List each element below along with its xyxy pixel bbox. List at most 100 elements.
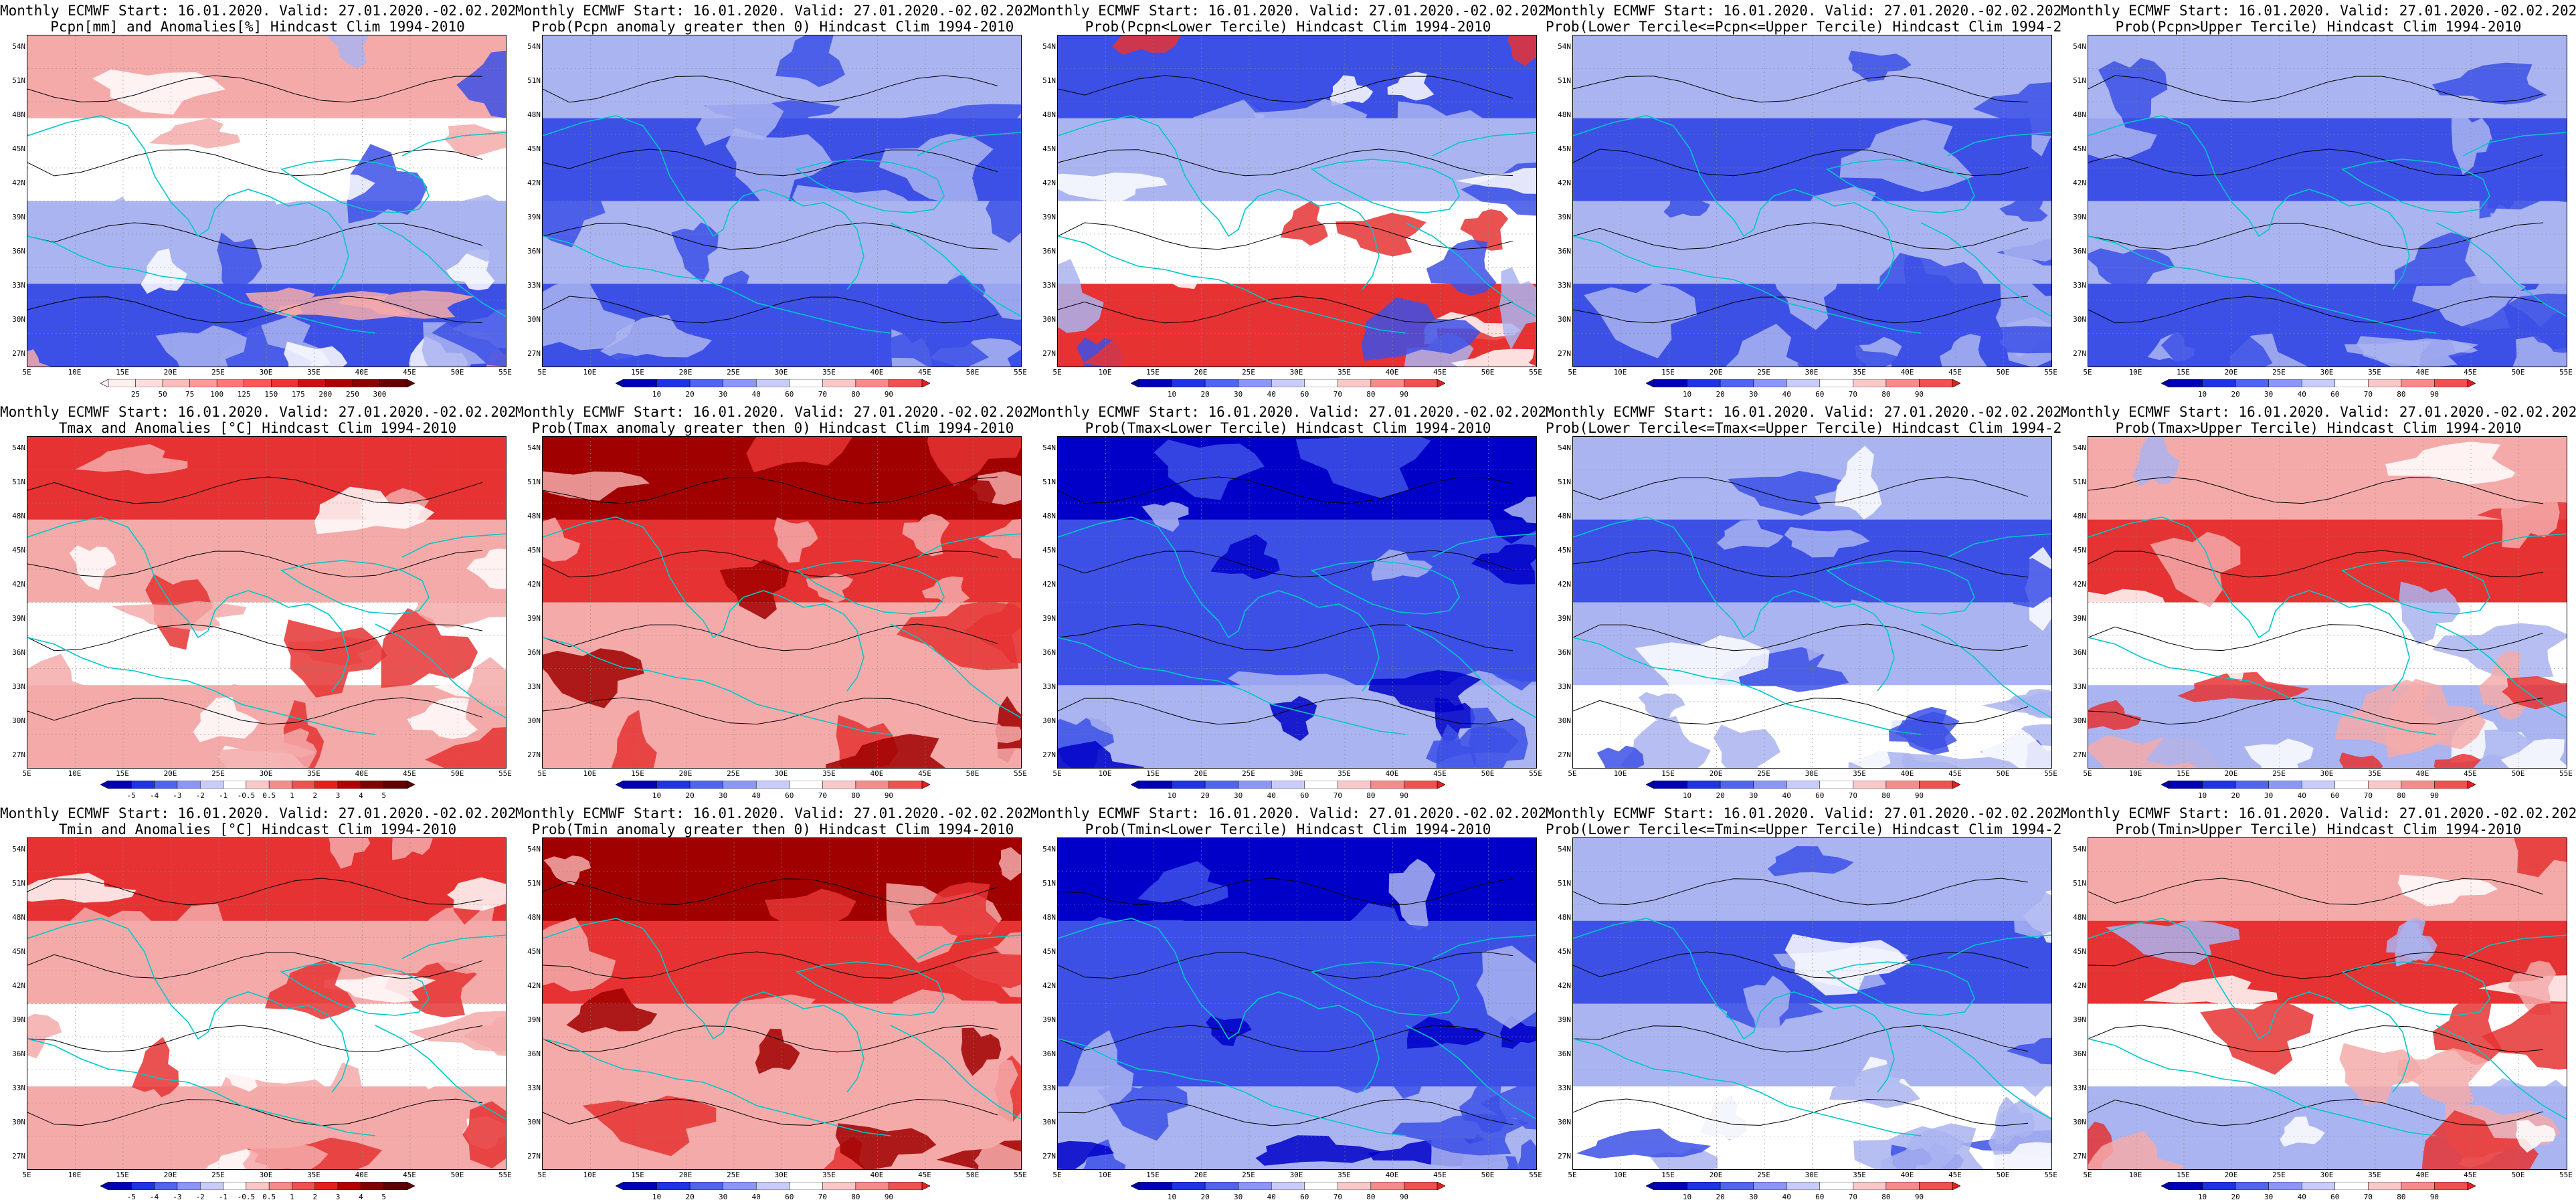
- longitude-label: 45E: [403, 368, 416, 377]
- colorbar-segment: [656, 379, 691, 387]
- coastline: [1311, 159, 1460, 213]
- coastline: [1058, 516, 1380, 692]
- shaded-anomaly-region: [2490, 213, 2549, 245]
- longitude-label: 25E: [1242, 769, 1255, 778]
- shaded-anomaly-region: [746, 437, 852, 473]
- shaded-anomaly-region: [432, 300, 506, 367]
- latitude-label: 30N: [1558, 1118, 1571, 1126]
- latitude-label: 51N: [12, 478, 25, 486]
- coastline: [796, 961, 945, 1016]
- panel-title: Monthly ECMWF Start: 16.01.2020. Valid: …: [1030, 805, 1546, 837]
- coastline: [1826, 560, 1975, 615]
- longitude-label: 15E: [2177, 1171, 2190, 1179]
- forecast-map-svg: [1573, 838, 2051, 1169]
- latitude-label: 33N: [527, 1084, 541, 1092]
- shaded-anomaly-region: [425, 727, 506, 768]
- coastline: [1573, 115, 1895, 290]
- colorbar-arrow-left: [1131, 1182, 1139, 1190]
- map-panel: Monthly ECMWF Start: 16.01.2020. Valid: …: [2061, 803, 2576, 1204]
- coastline: [543, 637, 891, 735]
- colorbar-segment: [2434, 379, 2468, 387]
- colorbar-tick-label: 30: [1749, 390, 1758, 399]
- forecast-map-svg: [1058, 437, 1536, 768]
- latitude-label: 51N: [12, 76, 25, 85]
- contour-line: [27, 550, 483, 578]
- shaded-anomaly-region: [921, 576, 970, 605]
- colorbar-tick-label: 5: [381, 791, 386, 800]
- shaded-anomaly-region: [1620, 716, 1711, 768]
- shaded-anomaly-region: [2177, 672, 2310, 702]
- shaded-anomaly-region: [784, 225, 848, 272]
- shaded-anomaly-region: [1767, 846, 1854, 877]
- shaded-anomaly-region: [466, 657, 506, 724]
- coastline: [2088, 115, 2410, 290]
- longitude-label: 20E: [678, 368, 693, 377]
- longitude-label: 10E: [583, 368, 597, 377]
- shaded-anomaly-region: [806, 573, 854, 603]
- shaded-anomaly-region: [69, 545, 117, 591]
- shaded-anomaly-region: [1675, 1085, 1786, 1146]
- longitude-label: 25E: [727, 769, 740, 778]
- shaded-anomaly-region: [755, 1029, 800, 1074]
- shaded-anomaly-region: [1784, 526, 1870, 558]
- colorbar-tick-label: 150: [264, 390, 278, 399]
- longitude-label: 15E: [116, 368, 129, 377]
- colorbar-segment: [755, 1182, 790, 1190]
- longitude-label: 40E: [1900, 769, 1914, 778]
- colorbar-segment: [2235, 781, 2269, 789]
- latitude-label: 48N: [1042, 110, 1056, 119]
- shaded-anomaly-region: [1388, 858, 1436, 931]
- shaded-anomaly-region: [2143, 975, 2278, 1006]
- shaded-anomaly-region: [2280, 1116, 2325, 1147]
- shaded-anomaly-region: [1806, 600, 1851, 662]
- longitude-label: 55E: [2044, 1171, 2057, 1179]
- forecast-map-svg: [2088, 35, 2567, 367]
- colorbar-segment: [298, 379, 326, 387]
- shaded-anomaly-region: [1397, 101, 1495, 181]
- shaded-anomaly-region: [1253, 99, 1368, 174]
- colorbar: [616, 781, 930, 789]
- longitude-label: 35E: [1338, 1171, 1351, 1179]
- shaded-anomaly-region: [543, 276, 636, 350]
- colorbar-tick-label: 10: [1167, 1193, 1177, 1201]
- colorbar-segment: [2368, 1182, 2402, 1190]
- shaded-anomaly-region: [2451, 110, 2492, 175]
- colorbar-tick-label: 30: [1234, 791, 1243, 800]
- panel-title: Monthly ECMWF Start: 16.01.2020. Valid: …: [1030, 404, 1546, 436]
- colorbar-segment: [822, 781, 856, 789]
- latitude-label: 42N: [2073, 981, 2086, 990]
- panel-title-line-1: Monthly ECMWF Start: 16.01.2020. Valid: …: [1030, 805, 1546, 821]
- colorbar-tick-label: 20: [685, 1193, 695, 1201]
- shaded-anomaly-region: [1451, 348, 1536, 367]
- colorbar-tick-label: -3: [173, 791, 182, 800]
- contour-line: [2088, 148, 2544, 177]
- latitude-label: 33N: [1042, 1084, 1056, 1092]
- latitude-label: 45N: [1042, 144, 1056, 153]
- shaded-anomaly-region: [314, 486, 435, 534]
- colorbar-segment: [1885, 1182, 1920, 1190]
- latitude-label: 27N: [1042, 750, 1056, 759]
- longitude-label: 50E: [2511, 769, 2525, 778]
- longitude-label: 5E: [2083, 1171, 2092, 1179]
- panel-title-line-2: Prob(Tmin<Lower Tercile) Hindcast Clim 1…: [1085, 821, 1491, 837]
- shaded-anomaly-region: [218, 1072, 346, 1149]
- longitude-label: 45E: [1948, 368, 1962, 377]
- longitude-label: 55E: [1529, 769, 1542, 778]
- shaded-anomaly-region: [945, 272, 986, 304]
- longitude-label: 55E: [2559, 1171, 2573, 1179]
- colorbar-segment: [2268, 379, 2302, 387]
- latitude-label: 33N: [12, 1084, 25, 1092]
- latitude-label: 51N: [527, 478, 541, 486]
- coastline: [375, 623, 506, 718]
- longitude-label: 55E: [1014, 368, 1027, 377]
- longitude-label: 40E: [1385, 368, 1399, 377]
- longitude-label: 45E: [1948, 1171, 1962, 1179]
- colorbar-segment: [2268, 781, 2302, 789]
- shaded-anomaly-region: [2512, 336, 2567, 367]
- map-panel: Monthly ECMWF Start: 16.01.2020. Valid: …: [515, 401, 1030, 803]
- longitude-label: 25E: [2272, 368, 2286, 377]
- colorbar-arrow-right: [1952, 1182, 1960, 1190]
- shaded-anomaly-region: [1978, 718, 2051, 768]
- longitude-label: 5E: [2083, 769, 2092, 778]
- coastline: [2435, 222, 2567, 317]
